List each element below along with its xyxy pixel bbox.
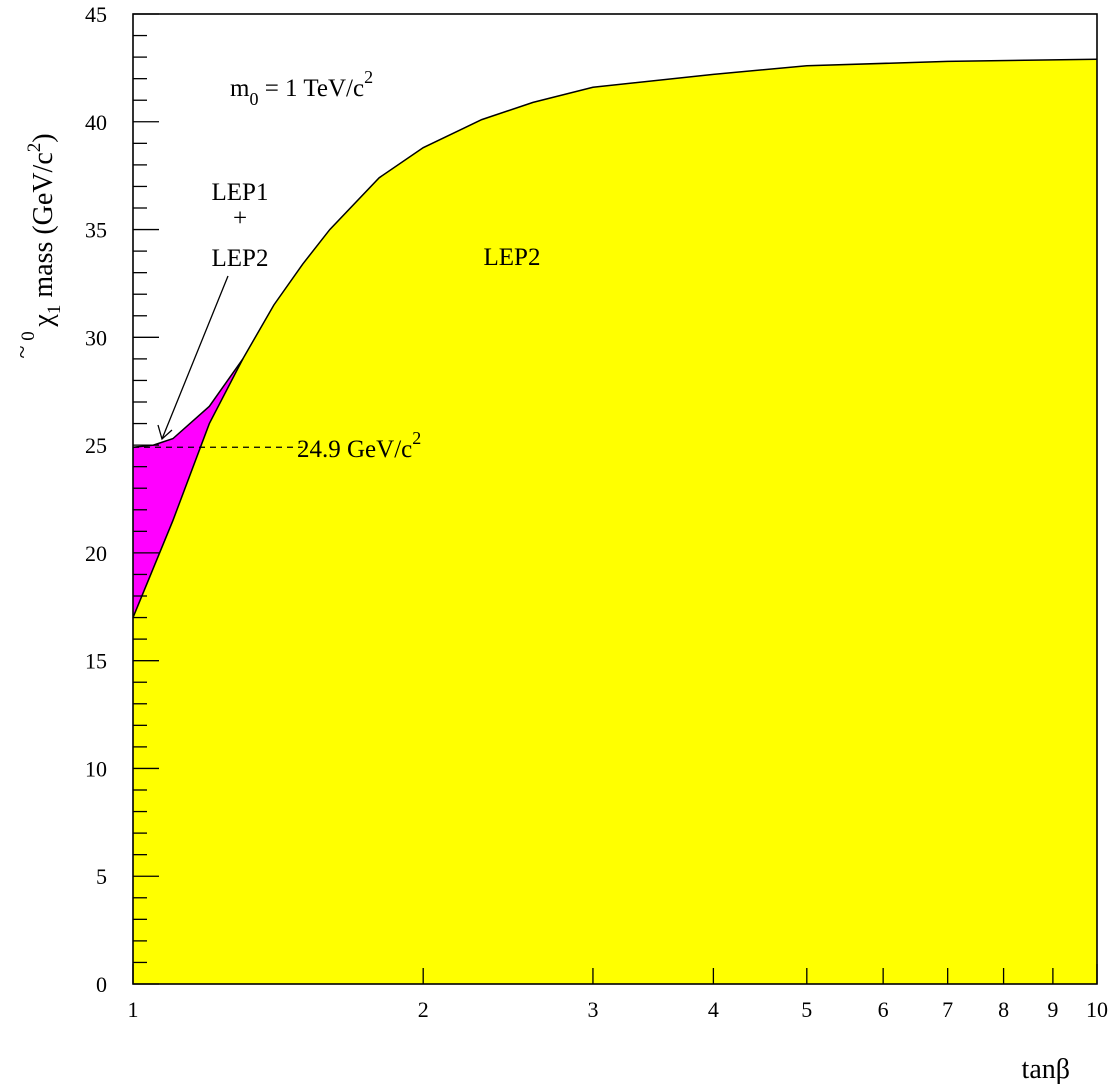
x-axis-title: tanβ [1022,1054,1070,1085]
lep1-lep2-pointer-arrowhead [157,424,173,441]
lep2-left-label: LEP2 [212,245,269,272]
m0-base: m [230,75,250,102]
y-tick-label: 15 [85,649,107,674]
m0-subscript: 0 [249,89,258,109]
x-tick-label: 8 [998,997,1009,1022]
m0-superscript: 2 [364,67,373,87]
lep1-lep2-excluded-area [133,358,243,618]
lep2-excluded-area [133,59,1097,985]
y-tick-label: 25 [85,433,107,458]
y-axis-title-close: ) [28,133,59,142]
x-axis-tick-labels: 1 2 3 4 5 6 7 8 9 10 [128,997,1109,1022]
x-tick-label: 3 [587,997,598,1022]
y-axis-title-chi-superscript: 0 [18,331,39,341]
lep1-lep2-pointer-line [161,275,229,440]
exclusion-areas [132,58,1098,985]
x-tick-label: 10 [1086,997,1108,1022]
plus-label: + [233,205,247,232]
x-tick-label: 9 [1047,997,1058,1022]
plot-frame [132,13,1098,985]
y-tick-label: 30 [85,325,107,350]
x-tick-label: 4 [708,997,719,1022]
lep2-region-label: LEP2 [484,244,541,271]
x-tick-label: 6 [878,997,889,1022]
lep1-label: LEP1 [212,179,269,206]
x-tick-label: 2 [418,997,429,1022]
reference-value: 24.9 GeV/c [297,436,412,463]
y-tick-label: 45 [85,2,107,27]
x-tick-label: 1 [128,997,139,1022]
y-tick-label: 20 [85,541,107,566]
y-axis-title-rest: mass (GeV/c [28,152,59,304]
reference-annotation: 24.9 GeV/c2 [297,428,421,463]
m0-annotation: m0 = 1 TeV/c2 [230,67,373,109]
y-tick-label: 0 [96,972,107,997]
y-axis-title-unit-superscript: 2 [24,143,45,153]
y-tick-label: 5 [96,864,107,889]
x-tick-label: 7 [942,997,953,1022]
y-tick-label: 10 [85,756,107,781]
y-tick-label: 40 [85,110,107,135]
lep2-boundary-line [132,58,1098,618]
y-axis-title-subscript: 1 [44,305,65,315]
y-axis-ticks [133,13,159,985]
y-axis-tick-labels: 0 5 10 15 20 25 30 35 40 45 [85,2,107,997]
x-tick-label: 5 [801,997,812,1022]
plot-frame-layer [132,13,1098,985]
y-tick-label: 35 [85,218,107,243]
y-axis-title-chi: χ [28,314,59,328]
y-axis-title-tilde: ~ [10,345,36,358]
reference-superscript: 2 [412,428,421,448]
y-axis-title: χ1 mass (GeV/c2) [24,133,65,327]
x-axis-ticks [132,964,1098,984]
m0-rest: = 1 TeV/c [258,75,364,102]
lep1-lep2-boundary-line [132,358,244,449]
